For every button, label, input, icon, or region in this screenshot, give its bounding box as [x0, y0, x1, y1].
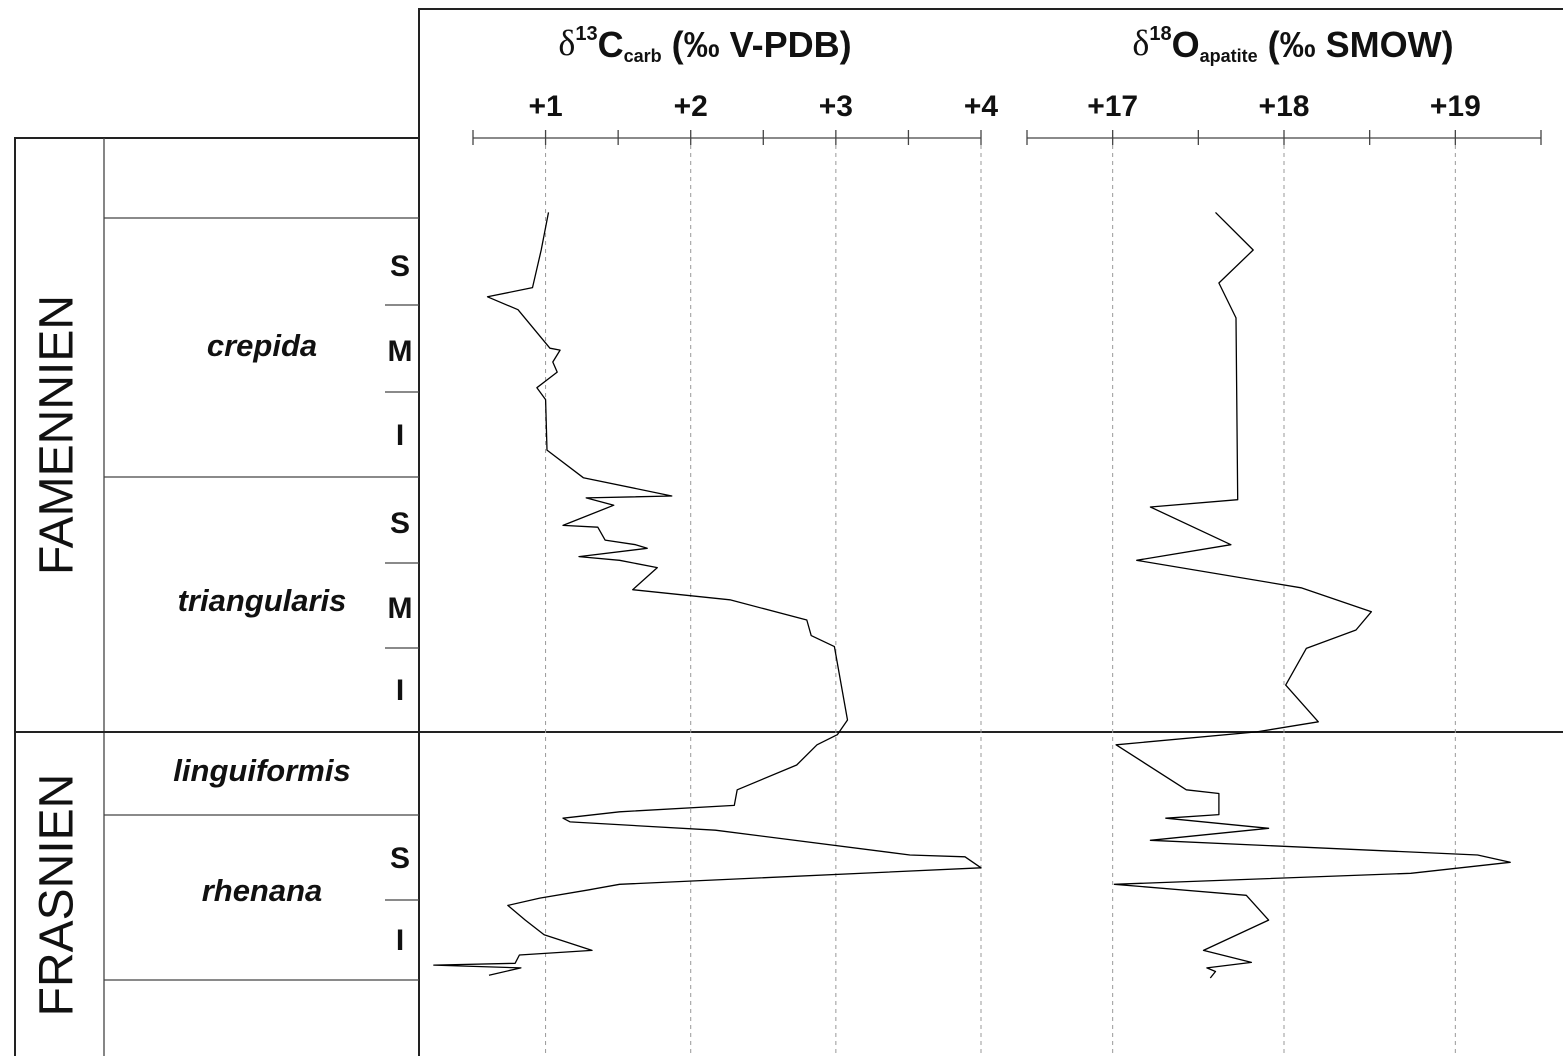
profile-line — [433, 212, 982, 976]
x-tick-label: +3 — [819, 90, 853, 123]
x-tick-label: +17 — [1087, 90, 1138, 123]
chart-title: δ18Oapatite (‰ SMOW) — [1132, 23, 1453, 65]
zone-label: crepida — [207, 328, 317, 363]
profile-line — [1113, 211, 1511, 979]
title-unit: (‰ V-PDB) — [672, 24, 852, 65]
x-tick-label: +1 — [528, 90, 562, 123]
chart-title: δ13Ccarb (‰ V-PDB) — [558, 23, 851, 65]
title-superscript: 13 — [575, 23, 597, 45]
x-tick-label: +2 — [674, 90, 708, 123]
title-subscript: carb — [624, 46, 662, 66]
zone-label: linguiformis — [173, 753, 350, 788]
stage-label: FAMENNIEN — [31, 295, 84, 575]
title-symbol: δ — [1132, 23, 1149, 63]
title-unit: (‰ SMOW) — [1268, 24, 1454, 65]
subzone-label: I — [396, 674, 404, 707]
plot-frame — [418, 8, 1563, 1056]
subzone-label: S — [390, 250, 410, 283]
subzone-label: I — [396, 419, 404, 452]
title-superscript: 18 — [1149, 23, 1171, 45]
subzone-label: I — [396, 924, 404, 957]
x-tick-label: +4 — [964, 90, 999, 123]
subzone-label: M — [388, 335, 413, 368]
title-space — [662, 24, 672, 65]
zone-label: triangularis — [178, 583, 347, 618]
subzone-label: M — [388, 592, 413, 625]
title-element: C — [598, 24, 624, 65]
zone-label: rhenana — [202, 873, 323, 908]
title-symbol: δ — [558, 23, 575, 63]
subzone-label: S — [390, 842, 410, 875]
title-element: O — [1172, 24, 1200, 65]
stage-label: FRASNIEN — [31, 774, 84, 1017]
title-subscript: apatite — [1200, 46, 1258, 66]
x-tick-label: +19 — [1430, 90, 1481, 123]
title-space — [1258, 24, 1268, 65]
column-frame — [14, 137, 419, 1056]
subzone-label: S — [390, 507, 410, 540]
x-tick-label: +18 — [1259, 90, 1310, 123]
